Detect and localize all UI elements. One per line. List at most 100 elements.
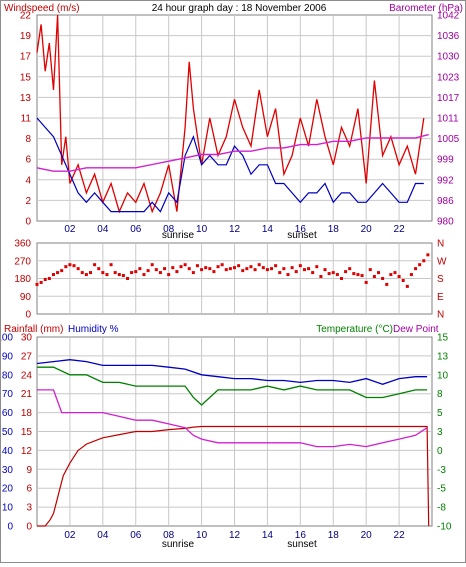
wind-direction-point	[224, 268, 228, 272]
wind-direction-point	[150, 263, 154, 267]
wind-direction-point	[163, 267, 167, 271]
wind-direction-point	[302, 268, 306, 272]
temperature-tick-label: 0	[437, 446, 443, 457]
wind-direction-point	[381, 277, 385, 280]
wind-direction-point	[109, 263, 113, 267]
hour-tick-label: 16	[295, 530, 307, 541]
hour-tick-label: 22	[394, 530, 406, 541]
wind-direction-point	[274, 264, 278, 268]
wind-direction-point	[286, 273, 290, 277]
temperature-tick-label: -5	[437, 484, 446, 495]
wind-direction-point	[56, 271, 60, 275]
hour-tick-label: 04	[97, 530, 109, 541]
windspeed-tick-label: 6	[25, 155, 31, 166]
compass-tick-label: W	[437, 256, 447, 267]
barometer-tick-label: 999	[437, 155, 454, 166]
hour-tick-label: 18	[328, 224, 340, 235]
wind-direction-point	[426, 253, 430, 257]
wind-direction-point	[298, 264, 302, 268]
temperature-tick-label: 8	[437, 389, 443, 400]
wind-direction-point	[414, 267, 418, 271]
hour-tick-label: 20	[361, 530, 373, 541]
rainfall-tick-label: 6	[26, 484, 32, 495]
wind-direction-point	[220, 263, 224, 267]
sunset-label-top: sunset	[287, 230, 317, 241]
temperature-tick-label: 5	[437, 408, 443, 419]
rainfall-tick-label: 12	[21, 446, 33, 457]
barometer-tick-label: 1017	[437, 93, 460, 104]
humidity-tick-label: 0	[7, 522, 13, 533]
direction-degree-tick-label: 360	[14, 239, 31, 250]
windspeed-tick-label: 17	[20, 52, 32, 63]
temperature-tick-label: -3	[437, 465, 446, 476]
wind-direction-point	[409, 273, 413, 277]
wind-direction-point	[278, 271, 282, 275]
wind-direction-point	[319, 275, 323, 279]
wind-direction-point	[335, 273, 339, 277]
wind-direction-point	[154, 268, 158, 272]
wind-direction-point	[405, 284, 409, 288]
wind-direction-point	[208, 267, 212, 271]
temperature-tick-label: -10	[437, 522, 452, 533]
windspeed-tick-label: 13	[20, 93, 32, 104]
wind-direction-point	[200, 268, 204, 272]
barometer-tick-label: 1042	[437, 11, 460, 22]
wind-direction-point	[360, 274, 364, 278]
humidity-tick-label: 20	[2, 484, 14, 495]
windspeed-tick-label: 4	[25, 175, 31, 186]
wind-direction-point	[105, 273, 109, 277]
windspeed-tick-label: 19	[20, 31, 32, 42]
wind-direction-point	[47, 277, 51, 280]
wind-direction-point	[134, 270, 138, 274]
wind-direction-point	[138, 267, 142, 271]
wind-direction-point	[352, 272, 356, 276]
wind-direction-point	[158, 271, 162, 275]
wind-direction-point	[191, 271, 195, 275]
rainfall-tick-label: 18	[21, 408, 33, 419]
humidity-tick-label: 10	[2, 503, 14, 514]
humidity-tick-label: 50	[2, 427, 14, 438]
rainfall-tick-label: 15	[21, 427, 33, 438]
hour-tick-label: 06	[130, 224, 142, 235]
hour-tick-label: 12	[229, 224, 241, 235]
temperature-series-line	[37, 366, 428, 406]
temperature-tick-label: 13	[437, 351, 449, 362]
wind-direction-point	[389, 273, 393, 277]
wind-direction-point	[113, 271, 117, 275]
wind-direction-point	[237, 264, 241, 268]
wind-direction-point	[97, 267, 101, 271]
wind-direction-point	[245, 267, 249, 271]
rainfall-axis-title: Rainfall (mm)	[4, 324, 63, 335]
windspeed-tick-label: 0	[25, 217, 31, 228]
wind-direction-point	[307, 267, 311, 271]
hour-tick-label: 08	[163, 530, 175, 541]
temperature-tick-label: -8	[437, 503, 446, 514]
compass-tick-label: S	[437, 274, 444, 285]
hour-tick-label: 20	[361, 224, 373, 235]
windspeed-tick-label: 11	[21, 114, 32, 125]
sunrise-label-bottom: sunrise	[162, 539, 195, 550]
wind-direction-point	[146, 269, 150, 273]
rainfall-tick-label: 24	[21, 370, 33, 381]
wind-direction-point	[315, 265, 319, 269]
wind-direction-point	[331, 271, 335, 275]
wind-direction-point	[117, 273, 121, 277]
wind-direction-point	[130, 271, 134, 275]
direction-degree-tick-label: 0	[25, 310, 31, 321]
wind-direction-point	[241, 269, 245, 273]
windspeed-series-line	[36, 14, 425, 214]
direction-degree-tick-label: 270	[14, 256, 31, 267]
hour-tick-label: 14	[262, 224, 274, 235]
compass-tick-label: E	[437, 292, 444, 303]
wind-direction-point	[257, 263, 261, 267]
wind-direction-point	[171, 266, 175, 270]
wind-direction-point	[401, 278, 405, 282]
hour-tick-label: 02	[64, 530, 76, 541]
wind-direction-point	[253, 268, 257, 272]
wind-direction-point	[80, 271, 84, 275]
rainfall-tick-label: 30	[21, 333, 33, 344]
barometer-axis-title: Barometer (hPa)	[389, 3, 463, 14]
wind-direction-point	[385, 282, 389, 286]
barometer-tick-label: 1005	[437, 134, 460, 145]
